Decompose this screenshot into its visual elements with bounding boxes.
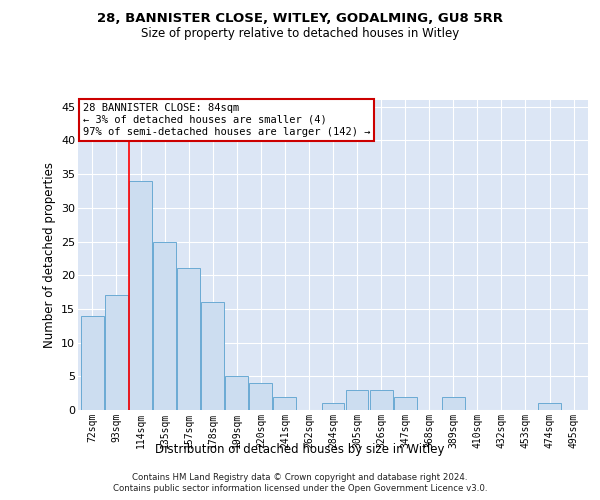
- Bar: [370, 390, 392, 410]
- Bar: [226, 376, 248, 410]
- Bar: [153, 242, 176, 410]
- Bar: [346, 390, 368, 410]
- Text: Contains HM Land Registry data © Crown copyright and database right 2024.: Contains HM Land Registry data © Crown c…: [132, 472, 468, 482]
- Text: 28, BANNISTER CLOSE, WITLEY, GODALMING, GU8 5RR: 28, BANNISTER CLOSE, WITLEY, GODALMING, …: [97, 12, 503, 26]
- Text: 28 BANNISTER CLOSE: 84sqm
← 3% of detached houses are smaller (4)
97% of semi-de: 28 BANNISTER CLOSE: 84sqm ← 3% of detach…: [83, 104, 370, 136]
- Bar: [322, 404, 344, 410]
- Bar: [201, 302, 224, 410]
- Bar: [177, 268, 200, 410]
- Bar: [250, 383, 272, 410]
- Bar: [538, 404, 561, 410]
- Bar: [442, 396, 465, 410]
- Bar: [129, 181, 152, 410]
- Bar: [105, 296, 128, 410]
- Y-axis label: Number of detached properties: Number of detached properties: [43, 162, 56, 348]
- Text: Contains public sector information licensed under the Open Government Licence v3: Contains public sector information licen…: [113, 484, 487, 493]
- Bar: [81, 316, 104, 410]
- Bar: [394, 396, 416, 410]
- Text: Distribution of detached houses by size in Witley: Distribution of detached houses by size …: [155, 442, 445, 456]
- Text: Size of property relative to detached houses in Witley: Size of property relative to detached ho…: [141, 28, 459, 40]
- Bar: [274, 396, 296, 410]
